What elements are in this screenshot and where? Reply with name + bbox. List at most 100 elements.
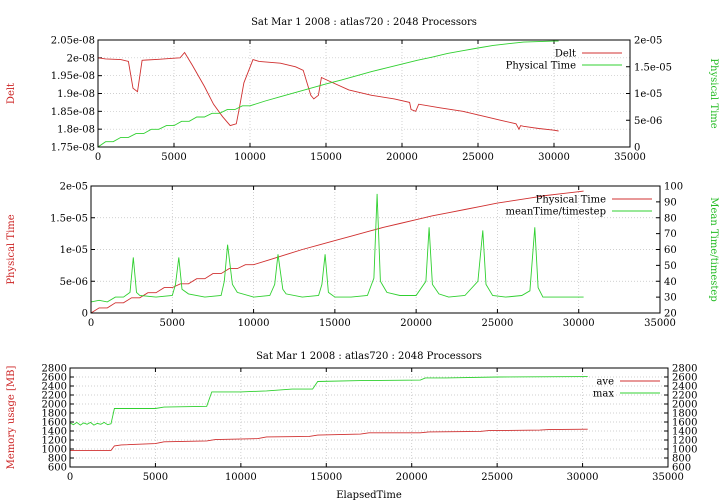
y-tick-label: 2600	[42, 373, 67, 384]
legend-label: meanTime/timestep	[505, 207, 606, 218]
chart-memory-usage: 0 5000 10000 15000 20000 25000 30000 3500060080…	[6, 351, 697, 501]
legend-label: Physical Time	[536, 195, 606, 206]
y2-tick-label: 1600	[672, 418, 697, 429]
x-tick-label: 10000	[225, 472, 257, 483]
x-tick-label: 5000	[143, 472, 168, 483]
series-line-physical-time	[90, 190, 584, 314]
x-tick-label: 0	[95, 152, 101, 163]
y2-tick-label: 30	[664, 293, 677, 304]
y2-tick-label: 2800	[672, 364, 697, 375]
x-tick-label: 15000	[310, 472, 342, 483]
x-axis-label: ElapsedTime	[336, 490, 402, 501]
x-tick-label: 30000	[563, 318, 595, 329]
y2-tick-label: 90	[664, 197, 677, 208]
y-tick-label: 1400	[42, 427, 67, 438]
y2-tick-label: 1200	[672, 436, 697, 447]
y-tick-label: 1.85e-08	[51, 107, 95, 118]
y2-tick-label: 1000	[672, 445, 697, 456]
y2-tick-label: 2600	[672, 373, 697, 384]
y-tick-label: 1.95e-08	[51, 71, 95, 82]
x-tick-label: 25000	[481, 472, 513, 483]
y-tick-label: 0	[82, 309, 88, 320]
x-tick-label: 5000	[160, 318, 185, 329]
y-axis-label: Physical Time	[6, 214, 17, 284]
y2-tick-label: 800	[672, 454, 691, 465]
y-axis-label: Delt	[6, 83, 17, 104]
x-tick-label: 20000	[386, 152, 418, 163]
series-line-physical-time	[97, 40, 559, 148]
y-tick-label: 2e-08	[67, 53, 95, 64]
y2-tick-label: 600	[672, 463, 691, 474]
x-tick-label: 25000	[462, 152, 494, 163]
series-line-meantime-timestep	[90, 193, 584, 303]
y2-tick-label: 60	[664, 245, 677, 256]
y2-tick-label: 1.5e-05	[634, 62, 672, 73]
y-tick-label: 1.5e-05	[50, 213, 88, 224]
y2-tick-label: 1400	[672, 427, 697, 438]
series-line-ave	[70, 428, 588, 451]
legend-label: ave	[596, 377, 614, 388]
y-tick-label: 1.9e-08	[57, 89, 95, 100]
y2-axis-label: Mean Time/timestep	[708, 197, 719, 301]
legend-label: max	[593, 389, 614, 400]
x-tick-label: 35000	[614, 152, 646, 163]
y-tick-label: 2800	[42, 364, 67, 375]
y-tick-label: 1200	[42, 436, 67, 447]
y-tick-label: 1600	[42, 418, 67, 429]
y-tick-label: 1800	[42, 409, 67, 420]
x-tick-label: 25000	[482, 318, 514, 329]
y2-tick-label: 2e-05	[634, 36, 662, 47]
y2-tick-label: 0	[634, 143, 640, 154]
y2-tick-label: 50	[664, 261, 677, 272]
series-line-max	[69, 376, 588, 426]
y-tick-label: 2000	[42, 400, 67, 411]
y-tick-label: 5e-06	[60, 277, 88, 288]
chart-title: Sat Mar 1 2008 : atlas720 : 2048 Process…	[256, 351, 482, 362]
chart-physical-time-mean-time: 0 5000 10000 15000 20000 25000 30000 35000 0 5e-0…	[6, 182, 719, 330]
x-tick-label: 10000	[238, 318, 270, 329]
y2-tick-label: 1e-05	[634, 89, 662, 100]
chart-delt-physical-time: 0 5000 10000 15000 20000 25000 30000 35000 1.75e…	[6, 17, 719, 163]
y2-tick-label: 5e-06	[634, 116, 662, 127]
legend-label: Physical Time	[506, 61, 576, 72]
y-tick-label: 1.8e-08	[57, 125, 95, 136]
x-tick-label: 5000	[161, 152, 186, 163]
plot-frame	[69, 367, 669, 468]
y-tick-label: 2400	[42, 382, 67, 393]
x-tick-label: 30000	[538, 152, 570, 163]
y2-tick-label: 20	[664, 309, 677, 320]
legend-label: Delt	[555, 49, 576, 60]
plot-frame	[97, 39, 631, 148]
y2-tick-label: 2400	[672, 382, 697, 393]
x-tick-label: 20000	[396, 472, 428, 483]
y2-tick-label: 100	[664, 182, 683, 193]
x-tick-label: 15000	[319, 318, 351, 329]
y2-tick-label: 1800	[672, 409, 697, 420]
x-tick-label: 20000	[400, 318, 432, 329]
y-tick-label: 2200	[42, 391, 67, 402]
y2-tick-label: 80	[664, 213, 677, 224]
x-tick-label: 15000	[310, 152, 342, 163]
x-tick-label: 30000	[567, 472, 599, 483]
y2-tick-label: 2200	[672, 391, 697, 402]
x-tick-label: 35000	[644, 318, 676, 329]
y-tick-label: 2.05e-08	[51, 36, 95, 47]
y-tick-label: 1.75e-08	[51, 143, 95, 154]
y-tick-label: 1e-05	[60, 245, 88, 256]
x-tick-label: 10000	[234, 152, 266, 163]
y2-tick-label: 2000	[672, 400, 697, 411]
plot-frame	[90, 185, 661, 314]
chart-title: Sat Mar 1 2008 : atlas720 : 2048 Process…	[251, 17, 477, 28]
y2-tick-label: 40	[664, 277, 677, 288]
y-tick-label: 600	[48, 463, 67, 474]
y2-axis-label: Physical Time	[708, 58, 719, 128]
y2-tick-label: 70	[664, 229, 677, 240]
x-tick-label: 0	[67, 472, 73, 483]
y-tick-label: 2e-05	[60, 182, 88, 193]
y-tick-label: 1000	[42, 445, 67, 456]
y-axis-label: Memory usage [MB]	[6, 366, 17, 470]
x-tick-label: 35000	[652, 472, 684, 483]
x-tick-label: 0	[88, 318, 94, 329]
y-tick-label: 800	[48, 454, 67, 465]
